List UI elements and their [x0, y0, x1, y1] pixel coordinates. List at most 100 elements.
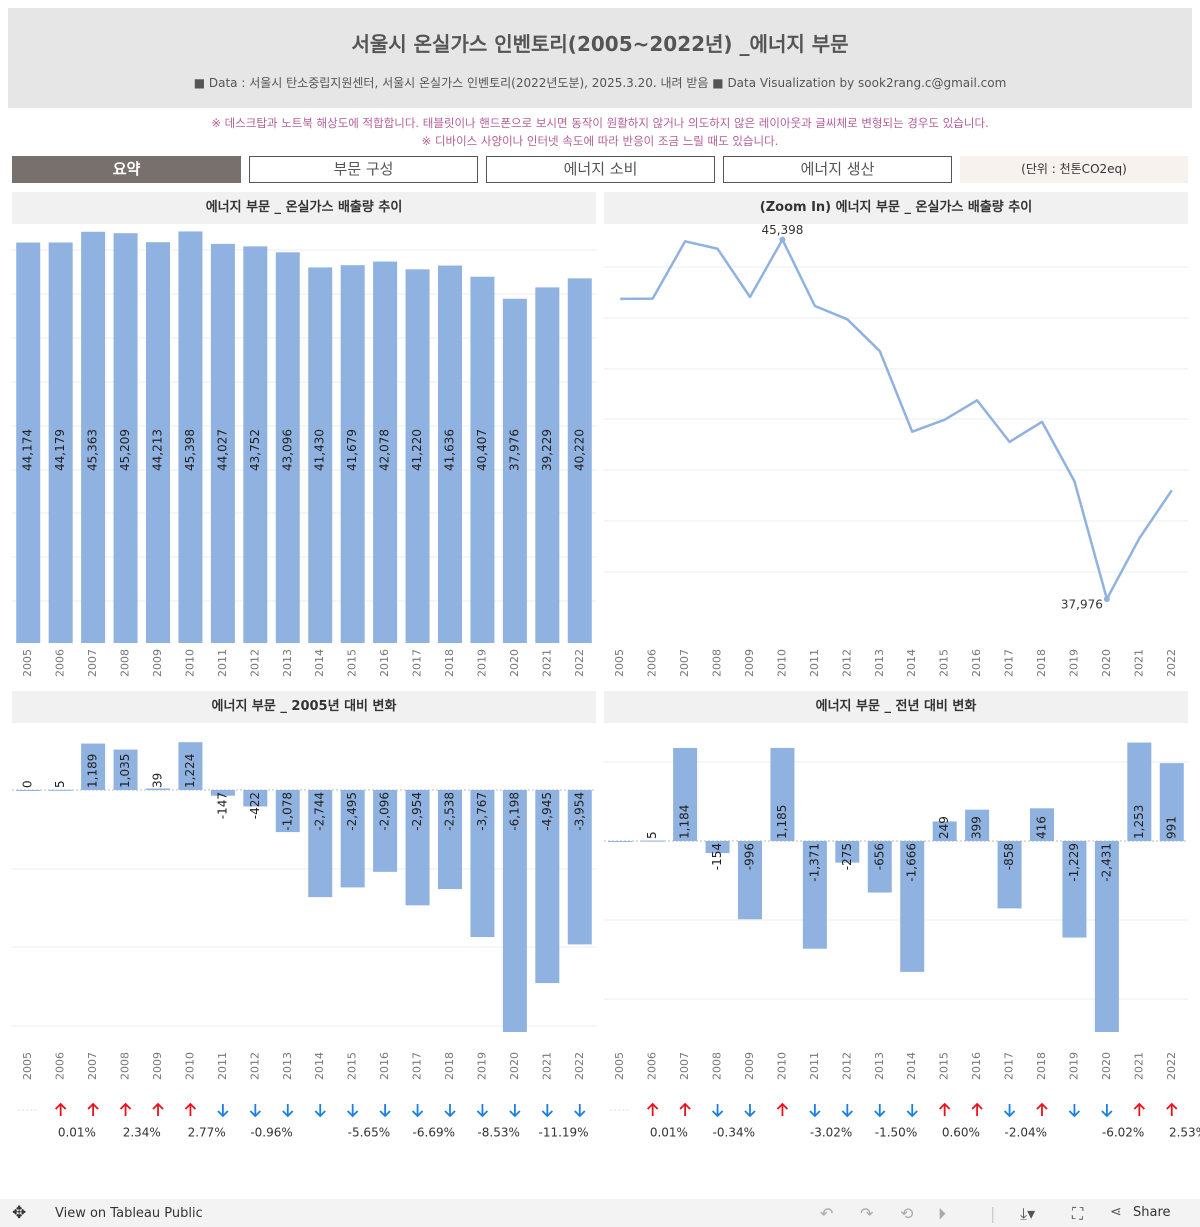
- c1-bar-label: 41,430: [313, 429, 327, 471]
- c4-year-label: 2005: [613, 1052, 626, 1080]
- data-source-subtitle: ■ Data : 서울시 탄소중립지원센터, 서울시 온실가스 인벤토리(202…: [193, 76, 1007, 90]
- c4-year-label: 2015: [938, 1052, 951, 1080]
- c1-bar: [48, 242, 73, 644]
- c3-bar-label: 1,189: [86, 754, 100, 788]
- c1-bar: [113, 233, 138, 643]
- c3-bar: [146, 788, 170, 790]
- c3-bar-label: 5: [53, 780, 67, 788]
- c1-bar-label: 40,220: [572, 429, 586, 471]
- c3-pct-label: -5.65%: [348, 1126, 390, 1140]
- c1-bar: [16, 242, 41, 643]
- c1-bar-label: 41,636: [443, 429, 457, 471]
- c2-year-label: 2022: [1165, 649, 1178, 677]
- c3-year-label: 2011: [216, 1052, 229, 1080]
- c2-line-series: [620, 238, 1173, 601]
- view-on-tableau-link[interactable]: View on Tableau Public: [55, 1206, 203, 1221]
- c2-year-label: 2007: [678, 649, 691, 677]
- c3-year-label: 2005: [21, 1052, 34, 1080]
- pause-icon[interactable]: ⏵: [938, 1204, 947, 1223]
- c4-down-arrow-icon: [1003, 1104, 1016, 1118]
- c4-bar-label: -996: [743, 843, 757, 870]
- c4-pct-label: -6.02%: [1102, 1126, 1144, 1140]
- c3-bar-label: 1,035: [118, 754, 132, 788]
- share-button[interactable]: Share: [1133, 1205, 1171, 1220]
- c1-bar-label: 41,220: [410, 429, 424, 471]
- c4-bar-label: 1,253: [1132, 805, 1146, 839]
- c4-up-arrow-icon: [939, 1102, 951, 1116]
- tab-energy-consumption[interactable]: 에너지 소비: [486, 156, 715, 183]
- c4-up-arrow-icon: [647, 1102, 659, 1116]
- c1-year-label: 2013: [281, 649, 294, 677]
- c1-bar: [405, 269, 430, 643]
- c3-bar: [438, 790, 462, 890]
- c4-bar-label: -154: [710, 843, 724, 870]
- unit-label: (단위 : 천톤CO2eq): [960, 156, 1188, 183]
- c2-point-label: 45,398: [761, 223, 803, 237]
- c1-bar: [535, 287, 560, 643]
- c3-pct-label: -6.69%: [413, 1126, 455, 1140]
- undo-icon[interactable]: ↶: [820, 1204, 834, 1223]
- c4-year-label: 2017: [1003, 1052, 1016, 1080]
- tab-summary[interactable]: 요약: [12, 156, 241, 183]
- c3-bar: [178, 742, 203, 790]
- c4-pct-label: 2.53%: [1169, 1126, 1200, 1140]
- c4-bar: [932, 821, 957, 841]
- c3-bar: [373, 790, 398, 872]
- c3-bar: [243, 790, 268, 807]
- c1-bar: [178, 231, 203, 643]
- c3-year-label: 2017: [411, 1052, 424, 1080]
- c3-bar-label: -2,538: [443, 792, 457, 831]
- c4-bar: [1062, 841, 1087, 938]
- c3-bar-label: -147: [215, 792, 229, 819]
- c3-bar: [16, 790, 41, 791]
- c1-bar-label: 44,213: [151, 429, 165, 471]
- c1-bar-label: 39,229: [540, 429, 554, 471]
- c3-year-label: 2018: [443, 1052, 456, 1080]
- c3-year-label: 2009: [151, 1052, 164, 1080]
- c3-year-label: 2012: [248, 1052, 261, 1080]
- c1-bar-label: 43,096: [280, 429, 294, 471]
- panel-title-change-vs-2005: 에너지 부문 _ 2005년 대비 변화: [12, 691, 596, 723]
- fullscreen-icon[interactable]: ⛶: [1072, 1204, 1084, 1223]
- c3-bar-label: -1,078: [280, 792, 294, 831]
- c3-bar: [470, 790, 495, 938]
- panel-title-emission-trend: 에너지 부문 _ 온실가스 배출량 추이: [12, 192, 596, 224]
- c3-down-arrow-icon: [314, 1104, 326, 1118]
- c4-bar: [900, 841, 925, 972]
- redo-icon[interactable]: ↷: [860, 1204, 874, 1223]
- charts-canvas: 44,174 44,179 45,363 45,209 44,213 45,398 44,0…: [12, 223, 1200, 1140]
- c4-year-label: 2007: [678, 1052, 691, 1080]
- c4-year-label: 2019: [1067, 1052, 1080, 1080]
- c3-year-label: 2021: [540, 1052, 553, 1080]
- c4-year-label: 2008: [711, 1052, 724, 1080]
- revert-icon[interactable]: ⟲: [900, 1204, 914, 1223]
- c4-year-label: 2022: [1165, 1052, 1178, 1080]
- c4-bar: [1127, 742, 1152, 841]
- c3-pct-label: 2.34%: [123, 1126, 161, 1140]
- c4-down-arrow-icon: [1068, 1104, 1081, 1118]
- c4-year-label: 2016: [970, 1052, 983, 1080]
- c4-bar: [770, 747, 795, 841]
- c3-up-arrow-icon: [87, 1102, 99, 1116]
- tab-energy-production[interactable]: 에너지 생산: [723, 156, 952, 183]
- c2-year-label: 2021: [1132, 649, 1145, 677]
- c3-year-label: 2016: [378, 1052, 391, 1080]
- share-icon[interactable]: ⋖: [1110, 1204, 1122, 1220]
- c1-bar: [567, 278, 592, 643]
- c3-bar: [340, 790, 365, 888]
- c4-up-arrow-icon: [679, 1102, 691, 1116]
- tab-sector-composition[interactable]: 부문 구성: [249, 156, 478, 183]
- c1-bar-label: 42,078: [378, 429, 392, 471]
- c4-bar-label: 5: [645, 831, 659, 839]
- c1-year-label: 2010: [183, 649, 196, 677]
- download-icon[interactable]: ⤓▾: [1020, 1204, 1036, 1223]
- c1-year-label: 2014: [313, 649, 326, 677]
- c4-down-arrow-icon: [809, 1104, 821, 1118]
- c2-year-label: 2008: [711, 649, 724, 677]
- c3-bar-label: -2,096: [378, 792, 392, 831]
- c2-year-label: 2013: [873, 649, 886, 677]
- c3-bar-label: -2,954: [410, 792, 424, 831]
- c3-bar-label: -422: [248, 792, 262, 819]
- c1-year-label: 2006: [54, 649, 67, 677]
- c3-pct-label: -0.96%: [250, 1126, 292, 1140]
